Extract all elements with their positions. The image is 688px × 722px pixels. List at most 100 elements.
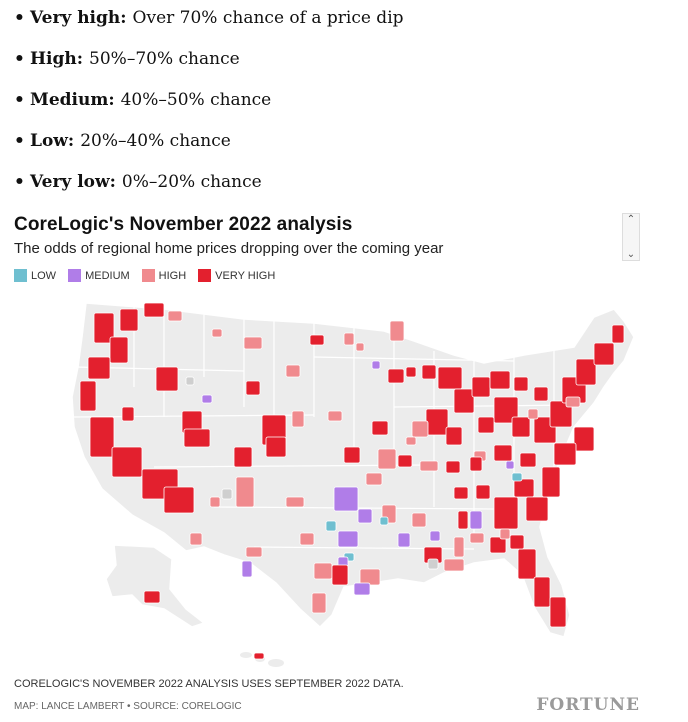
metro-region: [527, 408, 539, 420]
metro-region: [359, 568, 381, 586]
metro-region: [183, 428, 211, 448]
metro-region: [119, 308, 139, 332]
metro-region: [379, 516, 389, 526]
map-subtitle: The odds of regional home prices droppin…: [14, 240, 444, 257]
legend-item-medium: MEDIUM: [68, 269, 130, 282]
swatch-medium: [68, 269, 82, 282]
metro-region: [209, 496, 221, 508]
metro-region: [549, 400, 573, 428]
list-item: • Medium: 40%–50% chance: [14, 90, 272, 110]
brand-logo: FORTUNE: [536, 695, 640, 715]
metro-region: [79, 380, 97, 412]
metro-region: [313, 562, 333, 580]
chevron-up-icon[interactable]: ⌃: [626, 214, 636, 225]
metro-region: [517, 548, 537, 580]
metro-region: [513, 376, 529, 392]
metro-region: [109, 336, 129, 364]
metro-region: [233, 446, 253, 468]
metro-region: [499, 528, 511, 540]
metro-region: [443, 558, 465, 572]
metro-region: [299, 532, 315, 546]
metro-region: [457, 510, 469, 530]
metro-region: [343, 332, 355, 346]
metro-region: [477, 416, 495, 434]
metro-region: [513, 478, 535, 498]
metro-region: [189, 532, 203, 546]
metro-region: [549, 596, 567, 628]
metro-region: [427, 558, 439, 570]
metro-region: [511, 416, 531, 438]
metro-region: [201, 394, 213, 404]
footer-note: CORELOGIC'S NOVEMBER 2022 ANALYSIS USES …: [14, 678, 404, 690]
metro-region: [419, 460, 439, 472]
metro-region: [121, 406, 135, 422]
metro-region: [389, 320, 405, 342]
swatch-high: [141, 269, 155, 282]
metro-region: [397, 532, 411, 548]
metro-region: [167, 310, 183, 322]
swatch-low: [14, 269, 27, 282]
swatch-very-high: [198, 269, 212, 282]
list-item: • Very high: Over 70% chance of a price di…: [14, 8, 404, 28]
metro-region: [429, 530, 441, 542]
metro-region: [311, 592, 327, 614]
metro-region: [519, 452, 537, 468]
alaska: [105, 544, 206, 628]
metro-region: [437, 366, 463, 390]
chevron-down-icon[interactable]: ⌄: [626, 249, 636, 260]
metro-region: [505, 460, 515, 470]
metro-region: [493, 496, 519, 530]
metro-region: [357, 508, 373, 524]
us-map: [71, 302, 635, 667]
metro-region: [235, 476, 255, 508]
legend-item-high: HIGH: [141, 269, 186, 282]
metro-region: [405, 366, 417, 378]
metro-region: [611, 324, 625, 344]
legend: LOW MEDIUM HIGH VERY HIGH: [14, 269, 640, 282]
metro-region: [253, 652, 265, 660]
metro-region: [245, 546, 263, 558]
metro-region: [87, 356, 111, 380]
metro-region: [309, 334, 325, 346]
scroll-control[interactable]: ⌃ ⌄: [622, 213, 640, 261]
metro-region: [453, 536, 465, 558]
list-item: • Very low: 0%–20% chance: [14, 172, 262, 192]
metro-region: [355, 342, 365, 352]
metro-region: [285, 496, 305, 508]
metro-region: [325, 520, 337, 532]
metro-region: [163, 486, 195, 514]
metro-region: [469, 532, 485, 544]
legend-item-very-high: VERY HIGH: [198, 269, 275, 282]
map-graphic: CoreLogic's November 2022 analysis The o…: [14, 213, 640, 718]
metro-region: [453, 388, 475, 414]
metro-region: [509, 534, 525, 550]
metro-region: [489, 536, 507, 554]
metro-region: [155, 366, 179, 392]
map-title: CoreLogic's November 2022 analysis: [14, 214, 353, 235]
metro-region: [241, 560, 253, 578]
metro-region: [453, 486, 469, 500]
metro-region: [533, 386, 549, 402]
metro-region: [337, 530, 359, 548]
metro-region: [541, 466, 561, 498]
risk-levels-list: • Very high: Over 70% chance of a price di…: [14, 6, 634, 211]
metro-region: [469, 510, 483, 530]
metro-region: [397, 454, 413, 468]
metro-region: [511, 472, 523, 482]
list-item: • Low: 20%–40% chance: [14, 131, 231, 151]
metro-region: [353, 582, 371, 596]
metro-region: [371, 360, 381, 370]
metro-region: [343, 446, 361, 464]
metro-region: [143, 590, 161, 604]
metro-region: [185, 376, 195, 386]
metro-region: [333, 486, 359, 512]
metro-region: [365, 472, 383, 486]
metro-region: [327, 410, 343, 422]
metro-region: [405, 436, 417, 446]
metro-region: [493, 444, 513, 462]
metro-region: [573, 426, 595, 452]
metro-region: [533, 576, 551, 608]
metro-region: [471, 376, 491, 398]
metro-region: [553, 442, 577, 466]
metro-region: [425, 408, 449, 436]
